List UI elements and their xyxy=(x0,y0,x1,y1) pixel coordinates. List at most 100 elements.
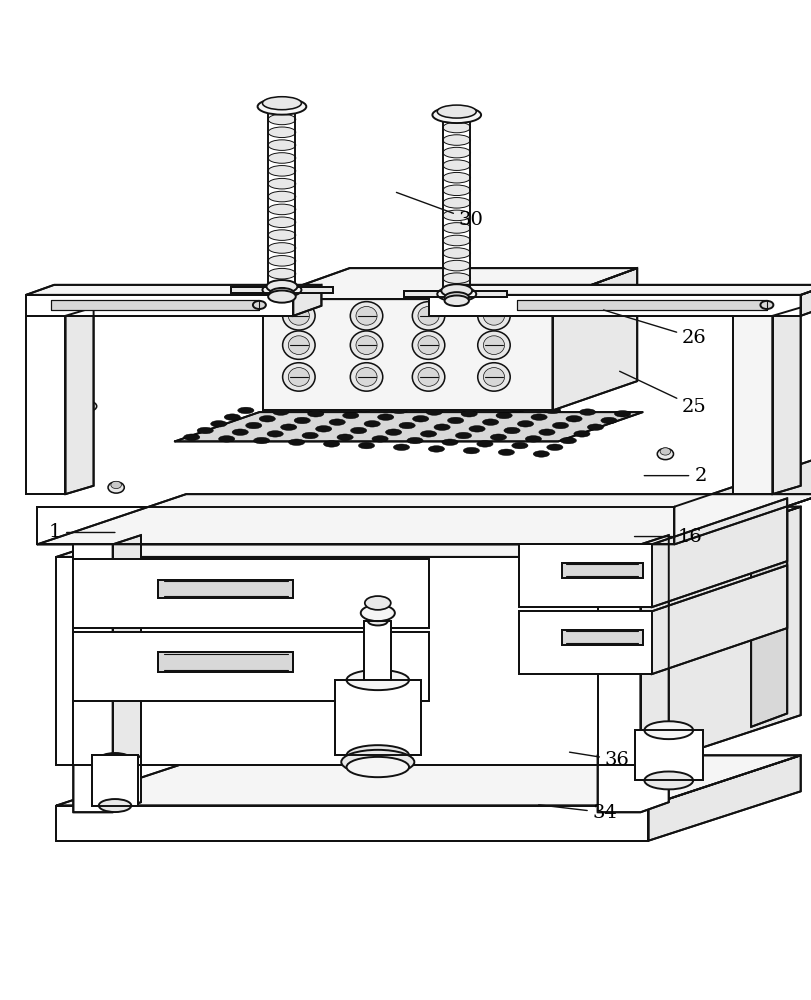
Ellipse shape xyxy=(426,409,442,415)
Ellipse shape xyxy=(443,260,470,271)
Polygon shape xyxy=(37,507,674,544)
Ellipse shape xyxy=(350,302,382,330)
Ellipse shape xyxy=(288,439,304,445)
Ellipse shape xyxy=(412,302,444,330)
Polygon shape xyxy=(732,316,771,494)
Ellipse shape xyxy=(257,98,306,115)
Polygon shape xyxy=(73,559,428,628)
Ellipse shape xyxy=(328,419,345,425)
Ellipse shape xyxy=(443,110,470,120)
Polygon shape xyxy=(231,287,333,293)
Ellipse shape xyxy=(364,596,390,610)
Ellipse shape xyxy=(509,406,526,412)
Ellipse shape xyxy=(477,331,509,359)
Ellipse shape xyxy=(268,290,295,303)
Ellipse shape xyxy=(614,411,630,417)
Ellipse shape xyxy=(443,273,470,283)
Polygon shape xyxy=(651,498,786,607)
Ellipse shape xyxy=(443,122,470,133)
Ellipse shape xyxy=(483,368,504,386)
Ellipse shape xyxy=(418,336,439,354)
Polygon shape xyxy=(26,285,321,295)
Ellipse shape xyxy=(350,427,367,434)
Polygon shape xyxy=(37,494,811,544)
Text: 36: 36 xyxy=(569,751,629,769)
Polygon shape xyxy=(50,300,259,310)
Polygon shape xyxy=(597,746,668,812)
Polygon shape xyxy=(648,507,800,765)
Ellipse shape xyxy=(268,191,295,202)
Ellipse shape xyxy=(363,421,380,427)
Ellipse shape xyxy=(315,426,332,432)
Ellipse shape xyxy=(252,301,265,309)
Polygon shape xyxy=(26,295,293,316)
Polygon shape xyxy=(800,285,811,316)
Ellipse shape xyxy=(586,424,603,430)
Ellipse shape xyxy=(355,368,376,386)
Ellipse shape xyxy=(579,409,595,415)
Ellipse shape xyxy=(108,482,124,493)
Ellipse shape xyxy=(238,407,254,414)
Ellipse shape xyxy=(441,284,472,297)
Ellipse shape xyxy=(443,248,470,258)
Polygon shape xyxy=(73,544,113,765)
Polygon shape xyxy=(364,621,391,680)
Polygon shape xyxy=(403,291,507,297)
Ellipse shape xyxy=(367,617,387,625)
Ellipse shape xyxy=(560,437,576,444)
Ellipse shape xyxy=(337,434,353,440)
Ellipse shape xyxy=(420,431,436,437)
Ellipse shape xyxy=(441,439,457,445)
Ellipse shape xyxy=(356,406,372,412)
Ellipse shape xyxy=(371,436,388,442)
Polygon shape xyxy=(561,563,642,578)
Ellipse shape xyxy=(385,429,401,435)
Ellipse shape xyxy=(418,306,439,325)
Polygon shape xyxy=(73,632,428,701)
Ellipse shape xyxy=(551,422,568,429)
Ellipse shape xyxy=(391,407,407,414)
Ellipse shape xyxy=(463,447,479,454)
Ellipse shape xyxy=(444,295,469,306)
Ellipse shape xyxy=(443,135,470,145)
Polygon shape xyxy=(428,295,800,316)
Ellipse shape xyxy=(444,292,469,303)
Text: 2: 2 xyxy=(643,467,706,485)
Ellipse shape xyxy=(269,288,294,299)
Ellipse shape xyxy=(267,431,283,437)
Ellipse shape xyxy=(307,411,324,417)
Ellipse shape xyxy=(268,127,295,138)
Ellipse shape xyxy=(355,306,376,325)
Ellipse shape xyxy=(268,204,295,215)
Ellipse shape xyxy=(268,268,295,279)
Polygon shape xyxy=(66,307,93,494)
Ellipse shape xyxy=(266,280,297,293)
Ellipse shape xyxy=(350,363,382,391)
Polygon shape xyxy=(597,544,640,765)
Ellipse shape xyxy=(436,105,475,118)
Ellipse shape xyxy=(224,414,240,420)
Ellipse shape xyxy=(281,424,297,430)
Ellipse shape xyxy=(498,449,514,456)
Ellipse shape xyxy=(268,101,295,112)
Polygon shape xyxy=(56,755,800,806)
Ellipse shape xyxy=(218,436,234,442)
Polygon shape xyxy=(552,268,637,410)
Polygon shape xyxy=(771,307,800,494)
Polygon shape xyxy=(26,316,66,494)
Ellipse shape xyxy=(496,412,512,419)
Ellipse shape xyxy=(443,185,470,196)
Polygon shape xyxy=(157,652,293,672)
Ellipse shape xyxy=(268,178,295,189)
Ellipse shape xyxy=(406,437,423,444)
Ellipse shape xyxy=(468,426,485,432)
Ellipse shape xyxy=(294,417,310,424)
Text: 1: 1 xyxy=(49,523,115,541)
Ellipse shape xyxy=(412,363,444,391)
Ellipse shape xyxy=(565,416,581,422)
Ellipse shape xyxy=(461,411,477,417)
Ellipse shape xyxy=(111,481,122,489)
Polygon shape xyxy=(92,755,137,806)
Ellipse shape xyxy=(262,283,301,297)
Polygon shape xyxy=(651,565,786,674)
